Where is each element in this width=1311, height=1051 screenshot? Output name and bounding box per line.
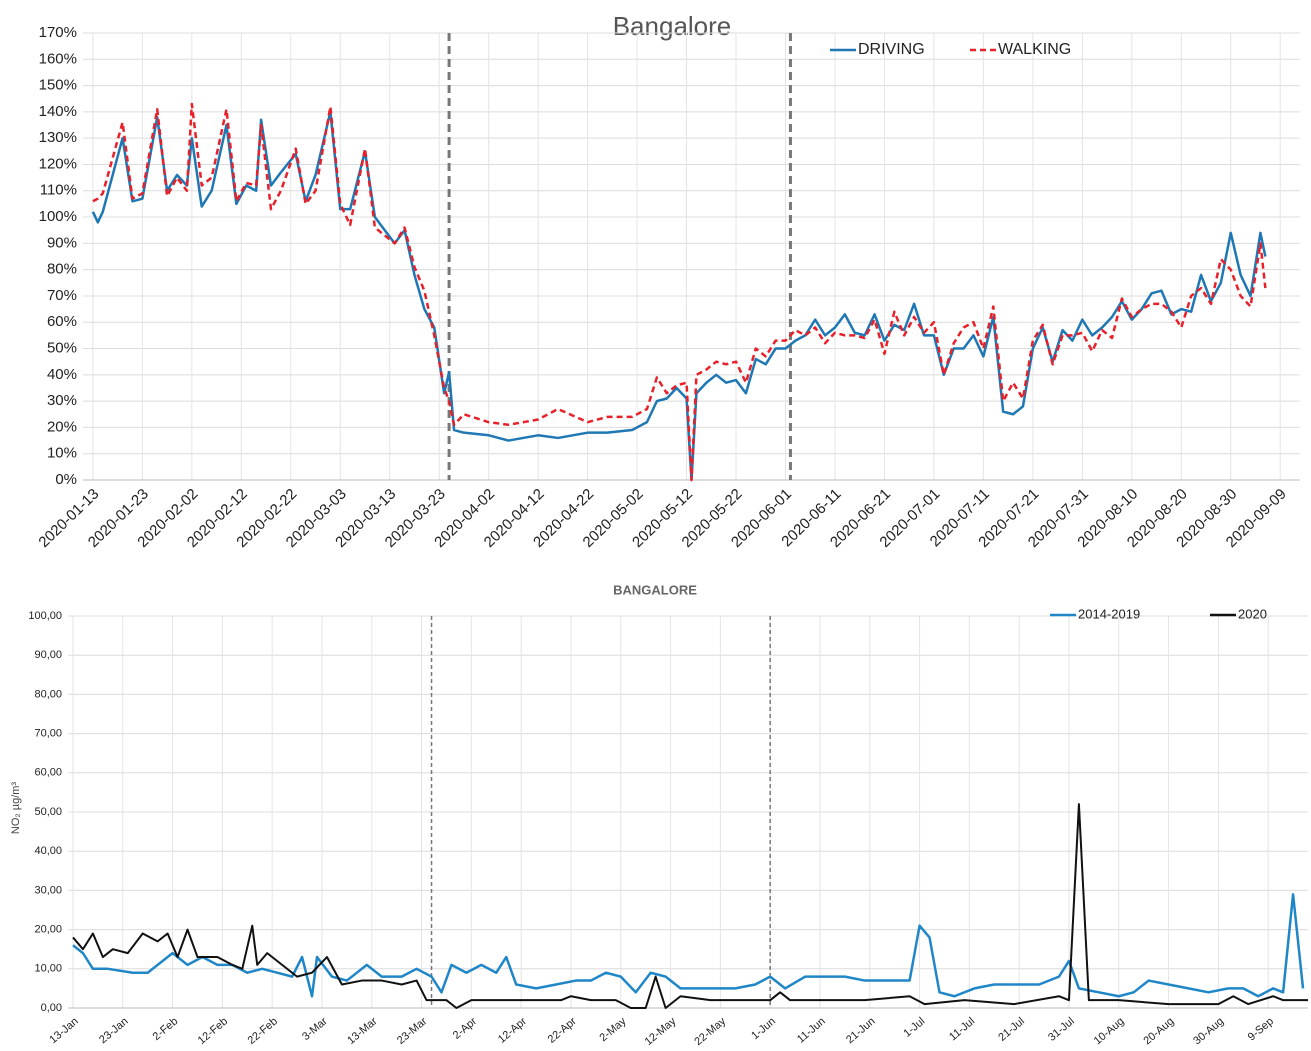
x-tick-label: 22-May (692, 1015, 728, 1046)
y-tick-label: 10% (47, 445, 77, 462)
y-tick-label: 110% (40, 182, 77, 199)
y-tick-label: 140% (39, 103, 77, 120)
x-tick-label: 2-May (597, 1015, 629, 1044)
y-tick-label: 70,00 (34, 728, 62, 740)
x-tick-label: 21-Jul (996, 1015, 1027, 1043)
y-tick-label: 150% (39, 77, 77, 94)
x-tick-label: 10-Aug (1092, 1015, 1127, 1046)
x-tick-label: 23-Mar (395, 1015, 430, 1046)
data-line (72, 803, 1308, 1009)
chart-title: Bangalore (613, 11, 732, 41)
data-line (91, 110, 1267, 482)
x-tick-label: 22-Feb (246, 1015, 280, 1046)
x-tick-label: 21-Jun (844, 1015, 877, 1046)
y-tick-label: 80,00 (34, 688, 62, 700)
x-tick-label: 2-Apr (451, 1015, 480, 1042)
y-tick-label: 10,00 (34, 963, 62, 975)
x-tick-label: 3-Mar (300, 1015, 330, 1043)
y-tick-label: 100,00 (28, 610, 62, 622)
y-tick-label: 60% (47, 313, 77, 330)
legend-label: 2014-2019 (1078, 606, 1140, 621)
y-tick-label: 80% (47, 261, 77, 278)
y-tick-label: 50,00 (34, 806, 62, 818)
y-axis-label: NO₂ µg/m³ (10, 782, 22, 835)
y-tick-label: 170% (39, 24, 77, 41)
x-tick-label: 1-Jul (901, 1015, 927, 1040)
x-tick-label: 22-Apr (546, 1015, 579, 1046)
y-tick-label: 90% (47, 234, 77, 251)
x-tick-label: 13-Jan (47, 1015, 80, 1046)
y-tick-label: 90,00 (34, 649, 62, 661)
y-tick-label: 30% (47, 392, 77, 409)
x-tick-label: 12-Feb (196, 1015, 230, 1046)
y-tick-label: 100% (39, 208, 77, 225)
y-tick-label: 50% (47, 339, 77, 356)
y-tick-label: 70% (47, 287, 77, 304)
x-tick-label: 30-Aug (1191, 1015, 1226, 1046)
y-tick-label: 120% (39, 155, 77, 172)
legend-label: WALKING (998, 41, 1071, 58)
y-tick-label: 0% (55, 471, 77, 488)
data-line (92, 102, 1267, 482)
x-tick-label: 20-Aug (1141, 1015, 1176, 1046)
x-tick-label: 31-Jul (1046, 1015, 1077, 1043)
y-tick-label: 30,00 (34, 884, 62, 896)
legend-label: DRIVING (858, 41, 925, 58)
y-tick-label: 60,00 (34, 767, 62, 779)
y-tick-label: 20,00 (34, 924, 62, 936)
data-line (72, 893, 1305, 998)
x-tick-label: 12-Apr (496, 1015, 529, 1046)
y-tick-label: 160% (39, 50, 77, 67)
y-tick-label: 20% (47, 418, 77, 435)
x-tick-label: 13-Mar (345, 1015, 380, 1046)
x-tick-label: 12-May (643, 1015, 679, 1046)
y-tick-label: 0,00 (41, 1002, 62, 1014)
x-tick-label: 1-Jun (749, 1015, 778, 1042)
x-tick-label: 9-Sep (1246, 1015, 1276, 1043)
y-tick-label: 130% (39, 129, 77, 146)
legend-label: 2020 (1238, 606, 1267, 621)
x-tick-label: 11-Jun (795, 1015, 828, 1045)
chart-title: BANGALORE (613, 582, 697, 597)
y-tick-label: 40,00 (34, 845, 62, 857)
y-tick-label: 40% (47, 366, 77, 383)
x-tick-label: 2-Feb (151, 1015, 181, 1043)
x-tick-label: 11-Jul (947, 1015, 977, 1043)
x-tick-label: 23-Jan (97, 1015, 130, 1046)
